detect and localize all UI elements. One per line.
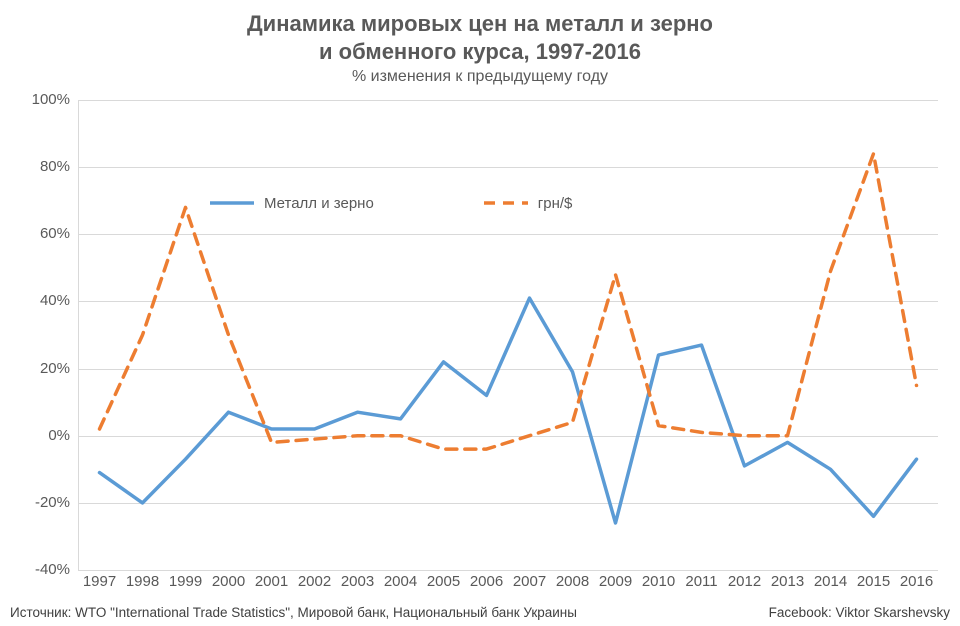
x-tick-label: 2002 bbox=[298, 573, 331, 590]
x-tick-label: 2004 bbox=[384, 573, 417, 590]
chart-subtitle: % изменения к предыдущему году bbox=[0, 68, 960, 86]
x-tick-label: 1997 bbox=[83, 573, 116, 590]
x-tick-label: 2015 bbox=[857, 573, 890, 590]
y-tick-label: -40% bbox=[10, 561, 70, 578]
x-tick-label: 2003 bbox=[341, 573, 374, 590]
y-tick-label: 20% bbox=[10, 360, 70, 377]
y-tick-label: 60% bbox=[10, 225, 70, 242]
x-tick-label: 2013 bbox=[771, 573, 804, 590]
x-tick-label: 2016 bbox=[900, 573, 933, 590]
legend-item-uah: грн/$ bbox=[484, 195, 573, 212]
x-tick-label: 2000 bbox=[212, 573, 245, 590]
x-tick-label: 2009 bbox=[599, 573, 632, 590]
source-caption: Источник: WTO "International Trade Stati… bbox=[10, 605, 577, 620]
x-tick-label: 2008 bbox=[556, 573, 589, 590]
x-tick-label: 2005 bbox=[427, 573, 460, 590]
y-tick-label: 80% bbox=[10, 158, 70, 175]
chart-title: Динамика мировых цен на металл и зерно и… bbox=[0, 10, 960, 65]
x-tick-label: 2001 bbox=[255, 573, 288, 590]
x-tick-label: 2007 bbox=[513, 573, 546, 590]
chart-container: Динамика мировых цен на металл и зерно и… bbox=[0, 0, 960, 626]
credit-caption: Facebook: Viktor Skarshevsky bbox=[769, 605, 950, 620]
legend-label-metal: Металл и зерно bbox=[264, 195, 374, 212]
title-line-1: Динамика мировых цен на металл и зерно bbox=[247, 11, 713, 36]
y-tick-label: -20% bbox=[10, 494, 70, 511]
legend-swatch-uah bbox=[484, 199, 528, 207]
y-tick-label: 40% bbox=[10, 292, 70, 309]
title-line-2: и обменного курса, 1997-2016 bbox=[319, 39, 641, 64]
legend-swatch-metal bbox=[210, 199, 254, 207]
legend: Металл и зерно грн/$ bbox=[210, 190, 650, 216]
y-tick-label: 100% bbox=[10, 91, 70, 108]
gridline bbox=[78, 570, 938, 571]
x-tick-label: 1999 bbox=[169, 573, 202, 590]
legend-item-metal: Металл и зерно bbox=[210, 195, 374, 212]
x-tick-label: 2012 bbox=[728, 573, 761, 590]
x-tick-label: 2014 bbox=[814, 573, 847, 590]
y-tick-label: 0% bbox=[10, 427, 70, 444]
x-tick-label: 2006 bbox=[470, 573, 503, 590]
legend-label-uah: грн/$ bbox=[538, 195, 573, 212]
x-tick-label: 2010 bbox=[642, 573, 675, 590]
x-tick-label: 1998 bbox=[126, 573, 159, 590]
plot-area bbox=[78, 100, 938, 570]
x-tick-label: 2011 bbox=[685, 573, 717, 590]
